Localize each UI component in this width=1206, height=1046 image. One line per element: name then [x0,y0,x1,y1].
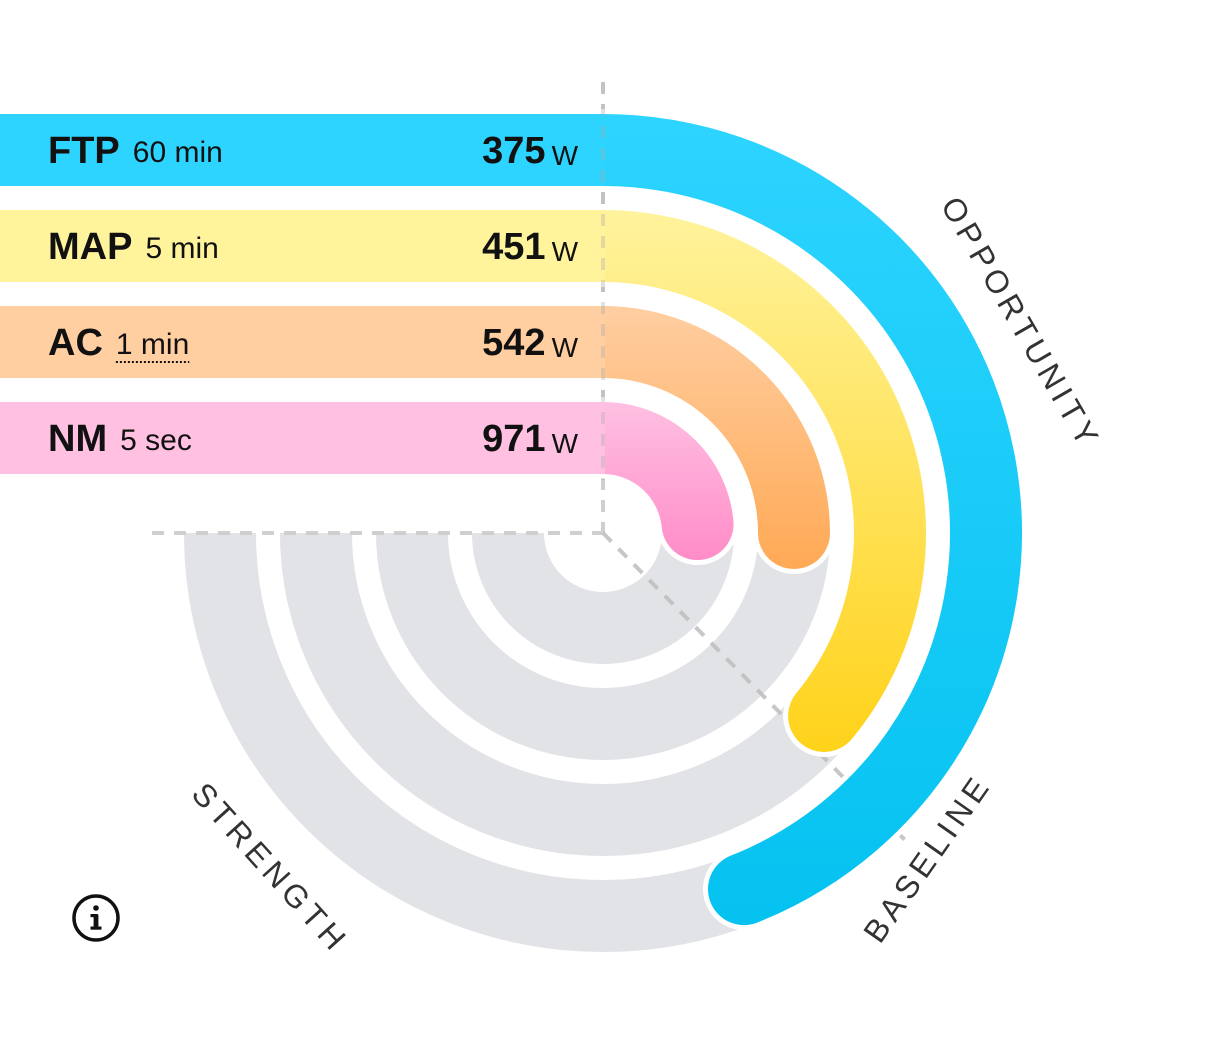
metric-unit: W [552,428,579,459]
metric-duration: 1 min [116,328,189,361]
track-nm [472,531,734,664]
bar-map [0,205,931,757]
bar-rect-ac [0,306,605,378]
bar-ac [0,301,835,574]
bar-join-ftp [563,114,605,186]
arc-ftp [567,114,1022,926]
arc-nm [567,402,734,561]
metric-name: MAP [48,226,132,268]
bar-rect-nm [0,402,605,474]
metric-duration: 5 min [145,232,218,265]
metric-value: 375 [482,130,545,172]
arc-map [567,210,926,752]
bar-nm [0,397,739,566]
metric-value: 971 [482,418,545,460]
info-button[interactable] [71,893,121,943]
bar-rect-map [0,210,605,282]
arc-ac [567,306,830,569]
metric-name: AC [48,322,103,364]
bar-join-nm [563,402,605,474]
bar-ftp [0,109,1027,931]
metric-unit: W [552,332,579,363]
bar-join-ac [563,306,605,378]
metric-duration: 60 min [133,136,223,169]
info-icon [72,894,120,942]
metric-duration: 5 sec [120,424,192,457]
metric-value: 542 [482,322,545,364]
track-ac [376,532,830,760]
metric-unit: W [552,140,579,171]
metric-unit: W [552,236,579,267]
metric-name: FTP [48,130,120,172]
bar-join-map [563,210,605,282]
power-bars [0,82,1027,931]
metric-value: 451 [482,226,545,268]
metric-name: NM [48,418,107,460]
bar-rect-ftp [0,114,605,186]
